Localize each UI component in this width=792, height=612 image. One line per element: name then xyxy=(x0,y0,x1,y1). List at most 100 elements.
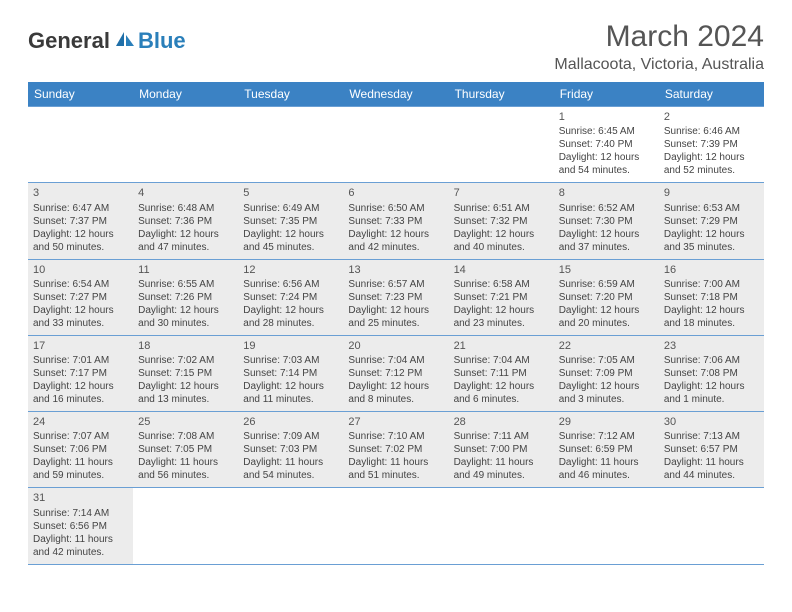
calendar-cell: 19Sunrise: 7:03 AMSunset: 7:14 PMDayligh… xyxy=(238,335,343,411)
sunrise-text: Sunrise: 7:13 AM xyxy=(664,430,759,443)
calendar-row: 10Sunrise: 6:54 AMSunset: 7:27 PMDayligh… xyxy=(28,259,764,335)
daylight-text: Daylight: 11 hours and 46 minutes. xyxy=(559,456,654,482)
day-number: 11 xyxy=(138,263,233,277)
calendar-cell: 8Sunrise: 6:52 AMSunset: 7:30 PMDaylight… xyxy=(554,183,659,259)
calendar-cell: 3Sunrise: 6:47 AMSunset: 7:37 PMDaylight… xyxy=(28,183,133,259)
day-number: 31 xyxy=(33,491,128,505)
day-number: 26 xyxy=(243,415,338,429)
day-number: 30 xyxy=(664,415,759,429)
day-number: 19 xyxy=(243,339,338,353)
sunset-text: Sunset: 7:39 PM xyxy=(664,138,759,151)
day-number: 15 xyxy=(559,263,654,277)
day-number: 21 xyxy=(454,339,549,353)
sunrise-text: Sunrise: 7:06 AM xyxy=(664,354,759,367)
sunset-text: Sunset: 7:37 PM xyxy=(33,215,128,228)
sunset-text: Sunset: 7:08 PM xyxy=(664,367,759,380)
calendar-cell: 16Sunrise: 7:00 AMSunset: 7:18 PMDayligh… xyxy=(659,259,764,335)
sunrise-text: Sunrise: 7:11 AM xyxy=(454,430,549,443)
calendar-cell xyxy=(343,107,448,183)
calendar-cell: 4Sunrise: 6:48 AMSunset: 7:36 PMDaylight… xyxy=(133,183,238,259)
daylight-text: Daylight: 12 hours and 30 minutes. xyxy=(138,304,233,330)
calendar-cell: 28Sunrise: 7:11 AMSunset: 7:00 PMDayligh… xyxy=(449,412,554,488)
calendar-cell: 21Sunrise: 7:04 AMSunset: 7:11 PMDayligh… xyxy=(449,335,554,411)
sunset-text: Sunset: 7:32 PM xyxy=(454,215,549,228)
calendar-cell: 27Sunrise: 7:10 AMSunset: 7:02 PMDayligh… xyxy=(343,412,448,488)
day-number: 10 xyxy=(33,263,128,277)
day-header-row: Sunday Monday Tuesday Wednesday Thursday… xyxy=(28,82,764,107)
calendar-cell xyxy=(449,107,554,183)
calendar-cell: 22Sunrise: 7:05 AMSunset: 7:09 PMDayligh… xyxy=(554,335,659,411)
sunrise-text: Sunrise: 6:55 AM xyxy=(138,278,233,291)
day-number: 9 xyxy=(664,186,759,200)
sunrise-text: Sunrise: 6:57 AM xyxy=(348,278,443,291)
sunrise-text: Sunrise: 7:02 AM xyxy=(138,354,233,367)
daylight-text: Daylight: 12 hours and 37 minutes. xyxy=(559,228,654,254)
daylight-text: Daylight: 12 hours and 50 minutes. xyxy=(33,228,128,254)
sunset-text: Sunset: 7:12 PM xyxy=(348,367,443,380)
day-number: 28 xyxy=(454,415,549,429)
sunrise-text: Sunrise: 7:00 AM xyxy=(664,278,759,291)
day-number: 22 xyxy=(559,339,654,353)
sunset-text: Sunset: 7:00 PM xyxy=(454,443,549,456)
calendar-cell xyxy=(238,107,343,183)
sunset-text: Sunset: 7:03 PM xyxy=(243,443,338,456)
daylight-text: Daylight: 12 hours and 35 minutes. xyxy=(664,228,759,254)
calendar-cell: 31Sunrise: 7:14 AMSunset: 6:56 PMDayligh… xyxy=(28,488,133,564)
calendar-cell xyxy=(554,488,659,564)
daylight-text: Daylight: 12 hours and 33 minutes. xyxy=(33,304,128,330)
calendar-cell: 30Sunrise: 7:13 AMSunset: 6:57 PMDayligh… xyxy=(659,412,764,488)
calendar-cell xyxy=(28,107,133,183)
sunrise-text: Sunrise: 6:56 AM xyxy=(243,278,338,291)
sunset-text: Sunset: 6:59 PM xyxy=(559,443,654,456)
logo-text-general: General xyxy=(28,28,110,54)
day-number: 2 xyxy=(664,110,759,124)
sunset-text: Sunset: 7:27 PM xyxy=(33,291,128,304)
sunrise-text: Sunrise: 6:51 AM xyxy=(454,202,549,215)
col-monday: Monday xyxy=(133,82,238,107)
sunrise-text: Sunrise: 6:58 AM xyxy=(454,278,549,291)
daylight-text: Daylight: 12 hours and 42 minutes. xyxy=(348,228,443,254)
daylight-text: Daylight: 12 hours and 3 minutes. xyxy=(559,380,654,406)
calendar-cell: 10Sunrise: 6:54 AMSunset: 7:27 PMDayligh… xyxy=(28,259,133,335)
day-number: 14 xyxy=(454,263,549,277)
sunset-text: Sunset: 7:23 PM xyxy=(348,291,443,304)
header: General Blue March 2024 Mallacoota, Vict… xyxy=(28,20,764,74)
day-number: 8 xyxy=(559,186,654,200)
day-number: 6 xyxy=(348,186,443,200)
daylight-text: Daylight: 12 hours and 6 minutes. xyxy=(454,380,549,406)
day-number: 13 xyxy=(348,263,443,277)
sunset-text: Sunset: 7:14 PM xyxy=(243,367,338,380)
daylight-text: Daylight: 12 hours and 52 minutes. xyxy=(664,151,759,177)
calendar-cell xyxy=(133,107,238,183)
sunrise-text: Sunrise: 7:10 AM xyxy=(348,430,443,443)
sunrise-text: Sunrise: 6:47 AM xyxy=(33,202,128,215)
sunset-text: Sunset: 7:36 PM xyxy=(138,215,233,228)
sunrise-text: Sunrise: 6:53 AM xyxy=(664,202,759,215)
sunrise-text: Sunrise: 6:49 AM xyxy=(243,202,338,215)
daylight-text: Daylight: 12 hours and 45 minutes. xyxy=(243,228,338,254)
daylight-text: Daylight: 11 hours and 44 minutes. xyxy=(664,456,759,482)
daylight-text: Daylight: 11 hours and 51 minutes. xyxy=(348,456,443,482)
daylight-text: Daylight: 12 hours and 20 minutes. xyxy=(559,304,654,330)
calendar-cell: 24Sunrise: 7:07 AMSunset: 7:06 PMDayligh… xyxy=(28,412,133,488)
sunset-text: Sunset: 7:29 PM xyxy=(664,215,759,228)
day-number: 18 xyxy=(138,339,233,353)
calendar-cell: 17Sunrise: 7:01 AMSunset: 7:17 PMDayligh… xyxy=(28,335,133,411)
sunrise-text: Sunrise: 7:07 AM xyxy=(33,430,128,443)
calendar-cell: 14Sunrise: 6:58 AMSunset: 7:21 PMDayligh… xyxy=(449,259,554,335)
daylight-text: Daylight: 12 hours and 8 minutes. xyxy=(348,380,443,406)
sunset-text: Sunset: 7:26 PM xyxy=(138,291,233,304)
sunset-text: Sunset: 7:21 PM xyxy=(454,291,549,304)
calendar-cell: 26Sunrise: 7:09 AMSunset: 7:03 PMDayligh… xyxy=(238,412,343,488)
calendar-cell xyxy=(133,488,238,564)
daylight-text: Daylight: 12 hours and 16 minutes. xyxy=(33,380,128,406)
day-number: 29 xyxy=(559,415,654,429)
daylight-text: Daylight: 11 hours and 59 minutes. xyxy=(33,456,128,482)
sunrise-text: Sunrise: 7:14 AM xyxy=(33,507,128,520)
sunset-text: Sunset: 7:05 PM xyxy=(138,443,233,456)
sunrise-text: Sunrise: 7:04 AM xyxy=(348,354,443,367)
daylight-text: Daylight: 12 hours and 11 minutes. xyxy=(243,380,338,406)
calendar-cell: 11Sunrise: 6:55 AMSunset: 7:26 PMDayligh… xyxy=(133,259,238,335)
day-number: 24 xyxy=(33,415,128,429)
sunset-text: Sunset: 7:11 PM xyxy=(454,367,549,380)
